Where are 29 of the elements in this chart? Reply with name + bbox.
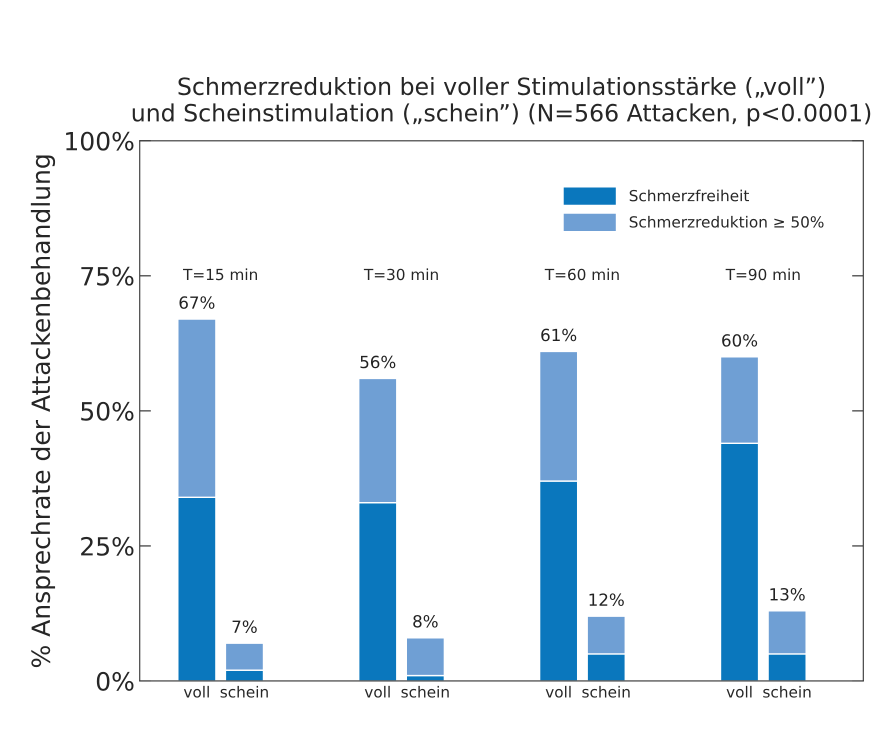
total-label: 60% <box>722 334 758 347</box>
total-label: 61% <box>541 328 576 342</box>
annotation: T=15 min <box>182 268 257 280</box>
x-tick-label: schein <box>763 686 811 698</box>
legend-label: Schmerzfreiheit <box>630 190 749 202</box>
y-tick-label: 100% <box>66 132 134 151</box>
total-label: 13% <box>770 588 805 601</box>
total-label: 12% <box>590 593 624 606</box>
x-tick-label: schein <box>582 686 630 698</box>
y-tick-label: 50% <box>81 402 134 421</box>
y-tick-label: 25% <box>81 536 134 556</box>
y-tick-label: 75% <box>81 266 134 286</box>
x-tick-label: voll <box>546 686 571 698</box>
annotation: T=60 min <box>544 268 619 280</box>
chart-title: Schmerzreduktion bei voller Stimulationsstärke („voll”) und Scheinstimulation („schein”) (N=566 Attacken, p<0.0001) <box>132 76 870 126</box>
x-tick-label: voll <box>726 686 752 698</box>
total-label: 7% <box>232 620 257 633</box>
x-tick-label: voll <box>364 686 390 698</box>
y-axis-title: % Ansprechrate der Attackenbehandlung <box>30 156 56 668</box>
x-tick-label: voll <box>184 686 209 698</box>
total-label: 8% <box>413 614 438 628</box>
annotation: T=30 min <box>364 268 438 280</box>
x-tick-label: schein <box>220 686 268 698</box>
total-label: 56% <box>360 356 396 368</box>
y-tick-label: 0% <box>96 672 134 691</box>
legend-label: Schmerzreduktion ≥ 50% <box>630 216 824 228</box>
x-tick-label: schein <box>401 686 449 698</box>
annotation: T=90 min <box>726 268 800 280</box>
total-label: 67% <box>179 296 214 309</box>
